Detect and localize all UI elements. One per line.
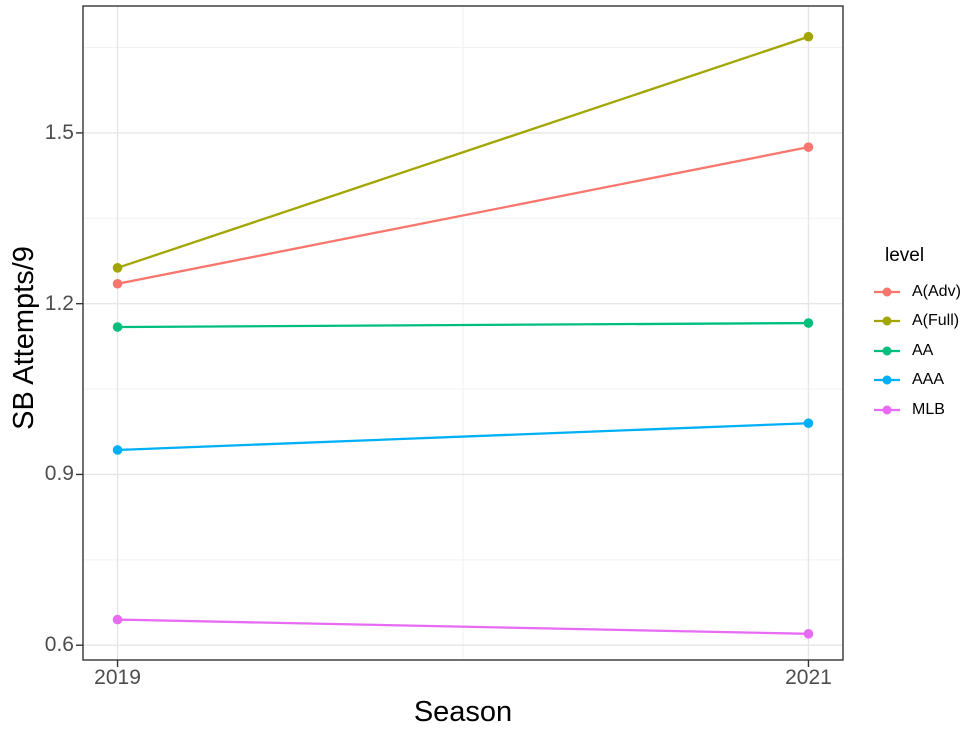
y-tick-label: 1.5 <box>44 120 74 144</box>
data-point <box>112 263 123 273</box>
legend-title: level <box>885 245 925 266</box>
legend-item-a-full: A(Full) <box>872 307 961 337</box>
data-point <box>803 318 814 328</box>
legend-key-icon <box>874 405 900 415</box>
y-tick-label: 0.9 <box>44 462 74 486</box>
legend-item-aa: AA <box>872 336 961 366</box>
legend-key-icon <box>874 287 900 297</box>
legend-item-label: AA <box>912 341 934 359</box>
legend-items: A(Adv) A(Full) AA AAA MLB <box>872 277 961 425</box>
y-tick-label: 0.6 <box>44 633 74 657</box>
series-line-a-adv <box>117 146 809 285</box>
series-line-aa <box>117 321 809 329</box>
series-line-mlb <box>117 618 809 635</box>
data-point <box>803 629 814 639</box>
data-point <box>112 322 123 332</box>
series-line-a-full <box>117 35 809 269</box>
data-point <box>112 278 123 289</box>
data-point <box>803 418 814 429</box>
legend-key-icon <box>874 316 900 326</box>
legend-item-mlb: MLB <box>872 395 961 425</box>
y-axis-title: SB Attempts/9 <box>8 246 40 430</box>
legend-item-label: A(Full) <box>912 312 960 330</box>
data-point <box>803 142 814 152</box>
legend-item-a-adv: A(Adv) <box>872 277 961 307</box>
legend: level A(Adv) A(Full) AA AAA MLB <box>872 246 961 425</box>
data-point <box>112 614 123 625</box>
x-axis-title: Season <box>413 696 513 728</box>
legend-item-aaa: AAA <box>872 366 961 396</box>
data-point <box>803 31 814 42</box>
series-line-aaa <box>117 422 809 452</box>
data-point <box>112 445 123 455</box>
legend-key-icon <box>874 375 900 385</box>
y-tick-label: 1.2 <box>44 291 74 315</box>
legend-item-label: MLB <box>912 400 945 418</box>
legend-item-label: A(Adv) <box>912 282 961 300</box>
legend-key-icon <box>874 346 900 356</box>
legend-item-label: AAA <box>912 371 945 389</box>
x-tick-label: 2021 <box>785 666 832 689</box>
x-tick-label: 2019 <box>94 666 141 689</box>
